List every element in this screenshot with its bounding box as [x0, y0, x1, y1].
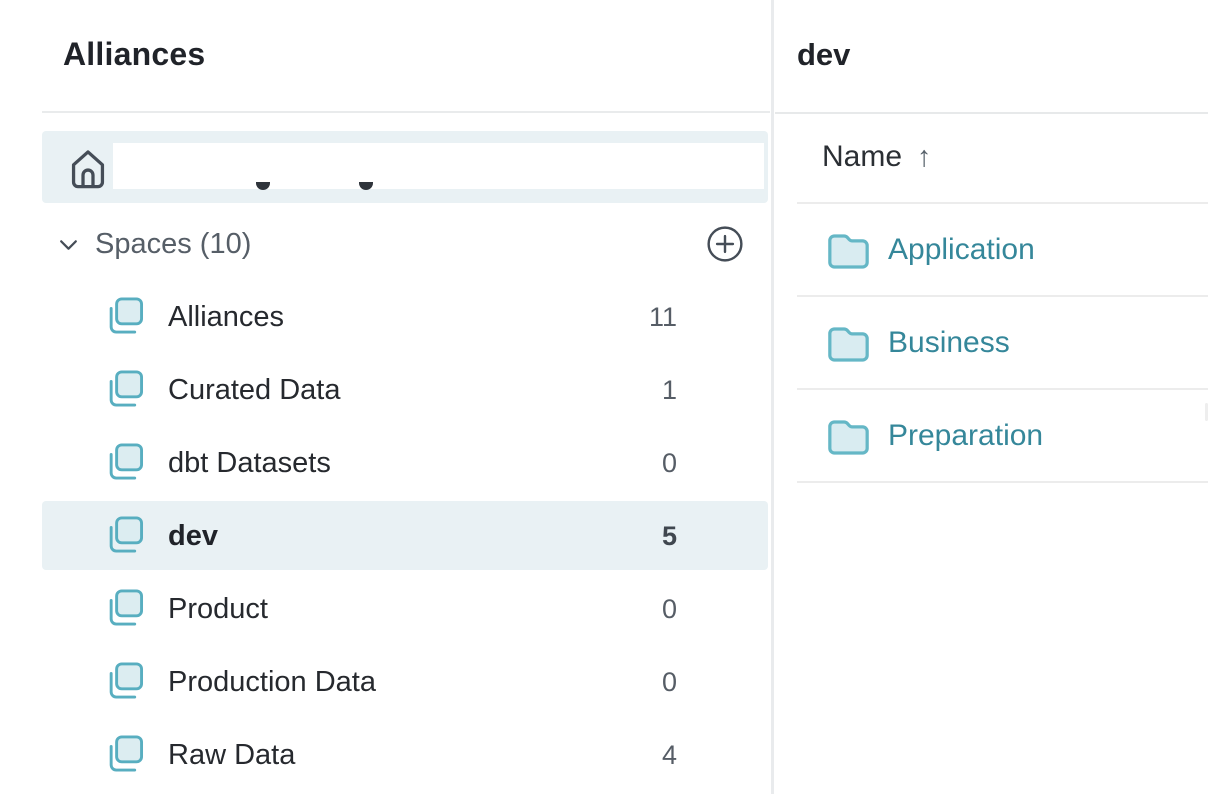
space-row-raw-data[interactable]: Raw Data 4: [42, 718, 768, 791]
space-icon: [109, 443, 144, 480]
panel-divider: [771, 0, 774, 794]
home-icon: [71, 150, 105, 189]
space-row-product[interactable]: Product 0: [42, 572, 768, 645]
space-row-production-data[interactable]: Production Data 0: [42, 645, 768, 718]
space-row-dev[interactable]: dev 5: [42, 499, 768, 572]
space-count: 0: [661, 448, 677, 478]
space-icon: [109, 516, 144, 553]
add-space-button[interactable]: [706, 225, 744, 263]
space-icon: [109, 589, 144, 626]
folder-link[interactable]: Business: [888, 326, 1010, 359]
table-row-preparation[interactable]: Preparation: [797, 388, 1208, 483]
folder-link[interactable]: Application: [888, 233, 1035, 266]
folder-icon: [828, 327, 869, 362]
name-column-label: Name: [822, 140, 903, 173]
space-label: Raw Data: [168, 739, 296, 771]
space-label: Curated Data: [168, 374, 341, 406]
redacted-text-descender: [256, 182, 270, 190]
chevron-down-icon[interactable]: [56, 232, 81, 257]
space-label: Alliances: [168, 301, 285, 333]
space-count: 0: [661, 594, 677, 624]
main-panel-title: dev: [797, 37, 851, 72]
space-row-dbt-datasets[interactable]: dbt Datasets 0: [42, 426, 768, 499]
table-row-application[interactable]: Application: [797, 202, 1208, 295]
space-count: 5: [661, 521, 677, 551]
folder-link[interactable]: Preparation: [888, 419, 1044, 452]
row-divider: [797, 481, 1208, 483]
clipped-edge-element: [1205, 403, 1208, 421]
space-label: dbt Datasets: [168, 447, 331, 479]
redacted-text-descender: [359, 182, 373, 190]
spaces-section-header: Spaces (10): [42, 210, 768, 278]
plus-circle-icon: [707, 226, 743, 262]
space-count: 1: [661, 375, 677, 405]
space-row-alliances[interactable]: Alliances 11: [42, 280, 768, 353]
sidebar-title: Alliances: [63, 36, 206, 72]
folder-icon: [828, 420, 869, 455]
space-count: 4: [661, 740, 677, 770]
space-label: Product: [168, 593, 268, 625]
sort-ascending-icon[interactable]: ↑: [917, 140, 932, 173]
redacted-text-overlay: [113, 143, 764, 189]
space-icon: [109, 662, 144, 699]
table-row-business[interactable]: Business: [797, 295, 1208, 388]
spaces-section-label[interactable]: Spaces (10): [95, 228, 252, 260]
folder-icon: [828, 234, 869, 269]
space-label: dev: [168, 520, 218, 552]
space-icon: [109, 370, 144, 407]
space-label: Production Data: [168, 666, 376, 698]
space-count: 0: [661, 667, 677, 697]
space-row-curated-data[interactable]: Curated Data 1: [42, 353, 768, 426]
main-header-divider: [775, 112, 1208, 114]
space-count: 11: [648, 302, 677, 332]
selected-row-highlight: [42, 501, 768, 570]
home-breadcrumb-row[interactable]: [42, 131, 768, 203]
space-icon: [109, 735, 144, 772]
table-header-name[interactable]: Name ↑: [822, 137, 932, 177]
space-icon: [109, 297, 144, 334]
sidebar-header-divider: [42, 111, 770, 113]
